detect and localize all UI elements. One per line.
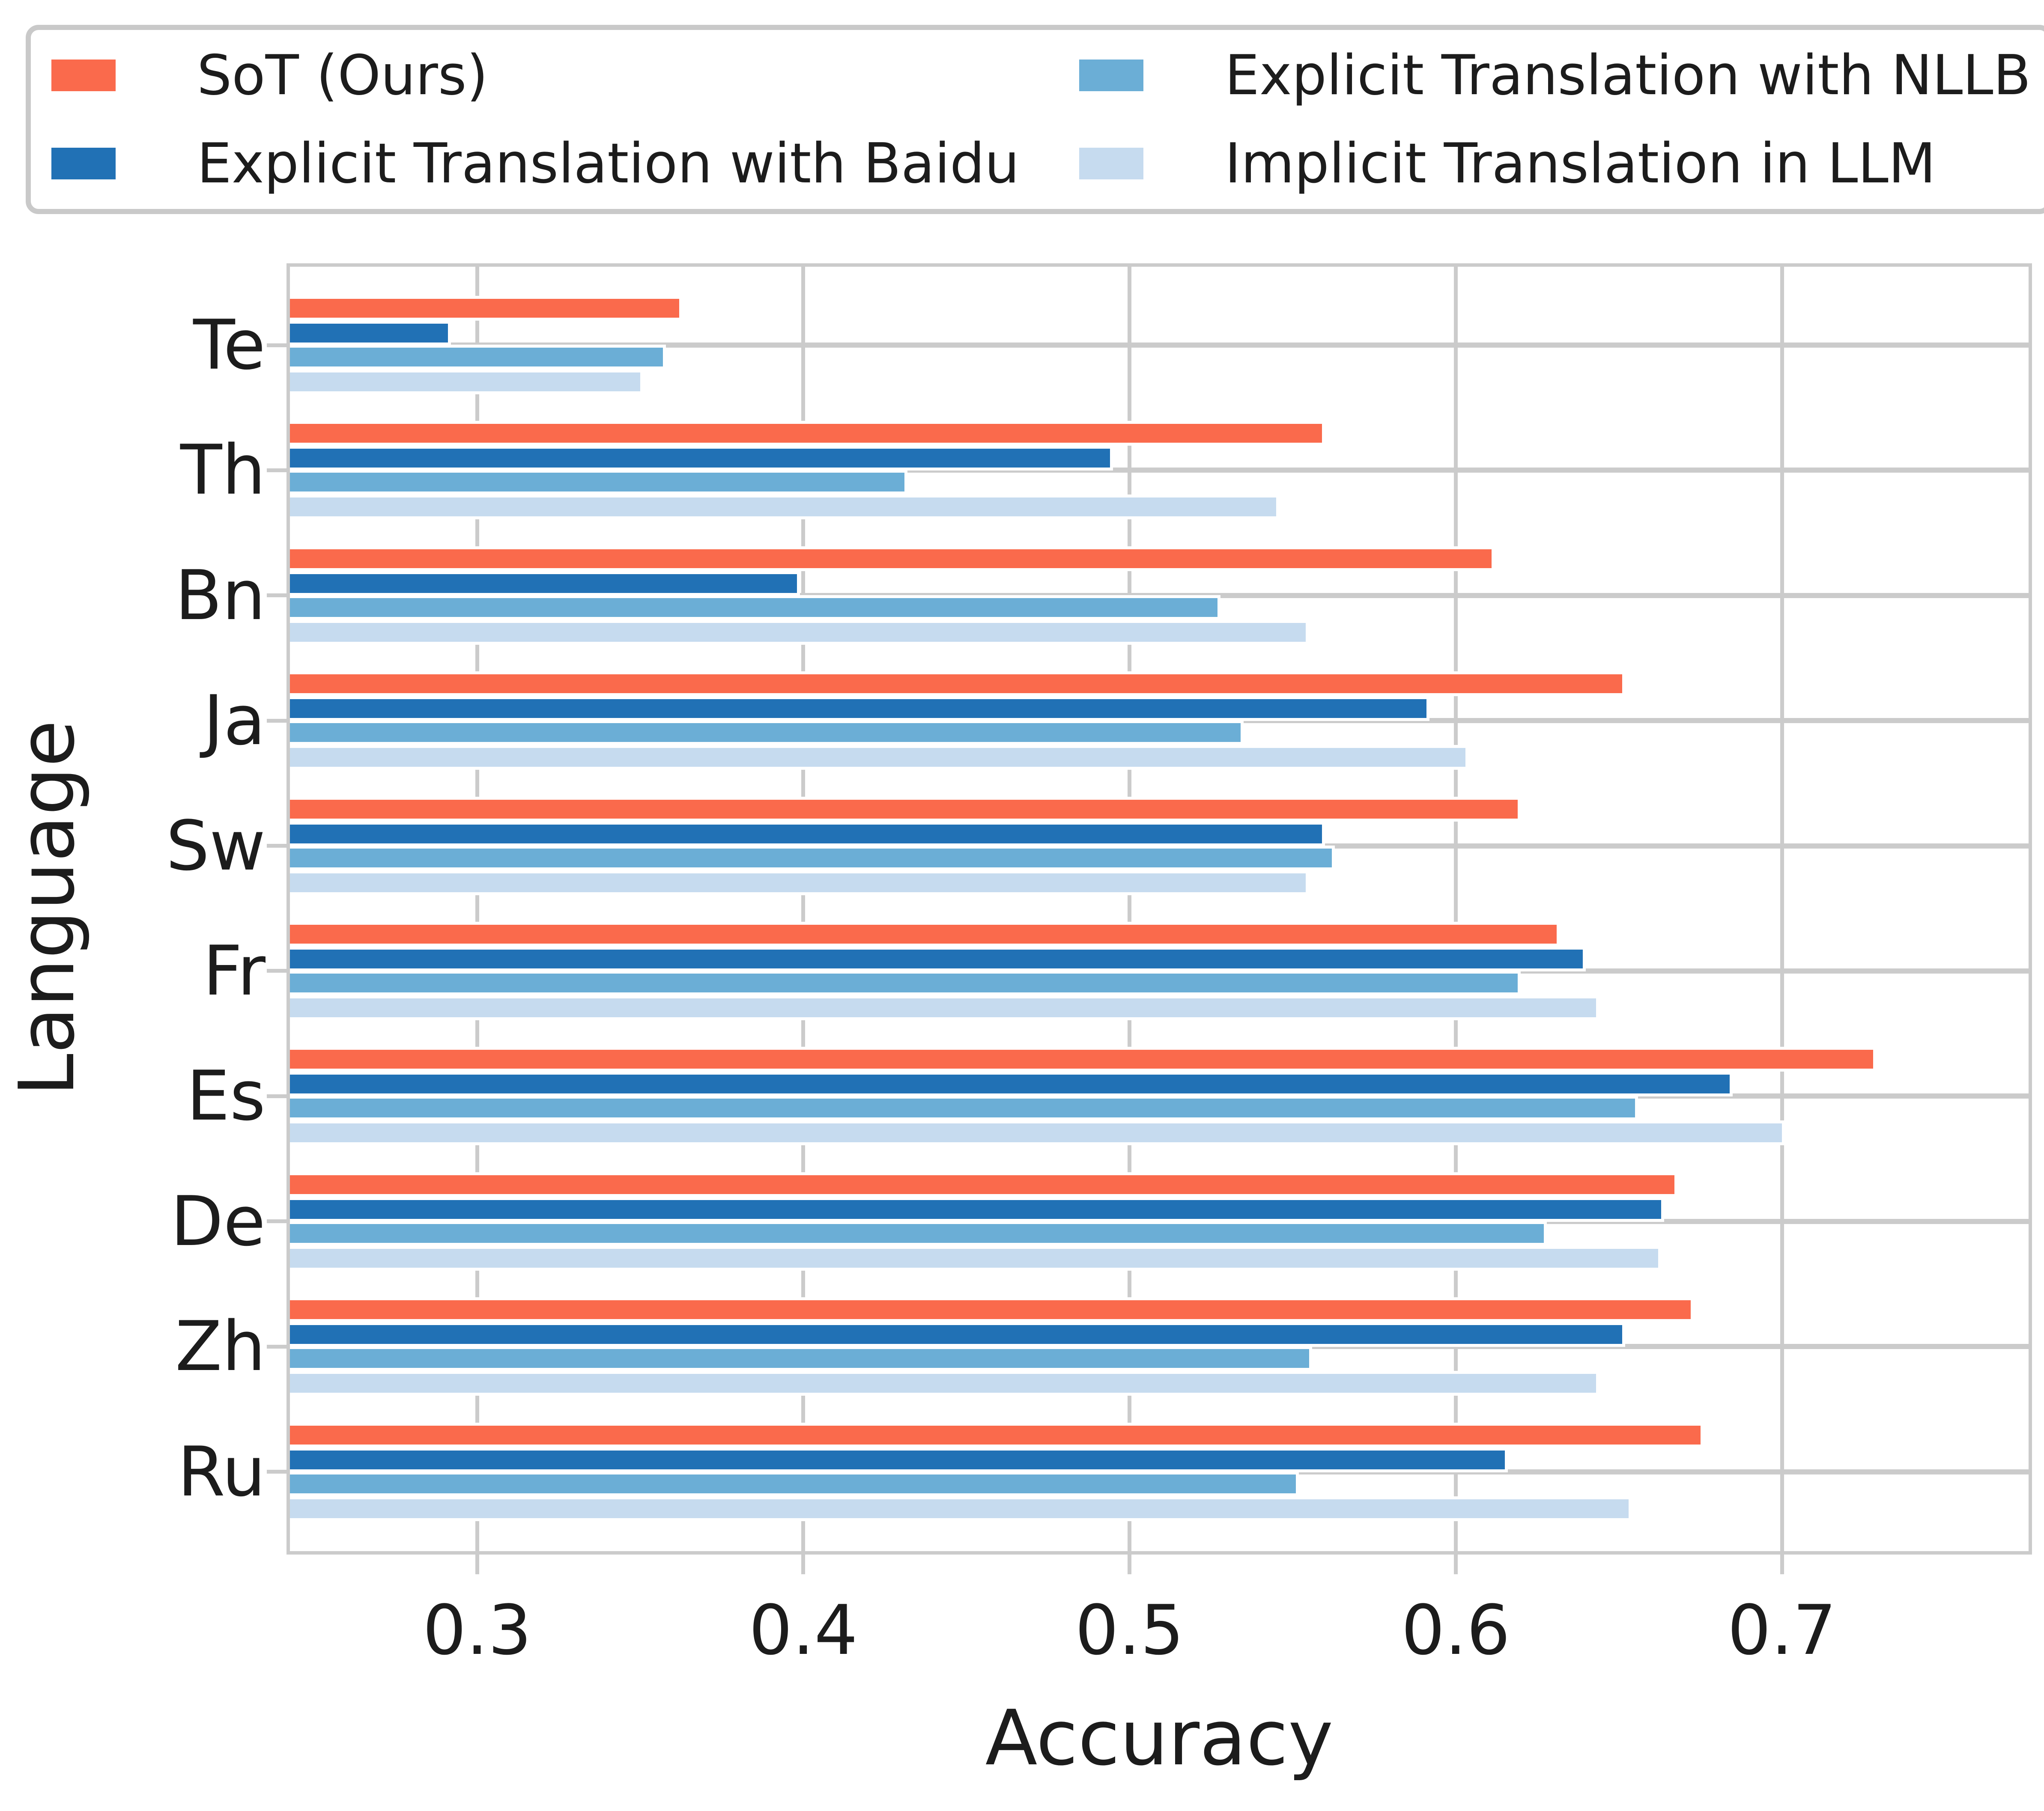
legend-column-left: SoT (Ours) Explicit Translation with Baid…	[51, 41, 1079, 198]
legend-item: Explicit Translation with NLLB	[1079, 41, 2044, 110]
bar-Ru-Explicit Translation with NLLB	[290, 1471, 1299, 1496]
x-tick-label-0.6: 0.6	[1401, 1590, 1510, 1670]
y-tick-label-Sw: Sw	[166, 805, 266, 886]
y-tick-Fr	[267, 969, 286, 973]
bar-Bn-Explicit Translation with NLLB	[290, 595, 1221, 620]
legend-item: Implicit Translation in LLM	[1079, 129, 2044, 198]
bar-Es-Explicit Translation with Baidu	[290, 1072, 1733, 1097]
bar-De-Explicit Translation with NLLB	[290, 1221, 1547, 1246]
y-tick-label-Bn: Bn	[175, 555, 266, 635]
legend-swatch	[51, 60, 116, 91]
bar-Es-Explicit Translation with NLLB	[290, 1096, 1638, 1121]
y-tick-De	[267, 1219, 286, 1224]
x-tick-label-0.5: 0.5	[1075, 1590, 1184, 1670]
y-tick-label-Fr: Fr	[203, 930, 266, 1011]
bar-Bn-SoT (Ours)	[290, 546, 1495, 571]
bar-Fr-Explicit Translation with Baidu	[290, 946, 1586, 971]
gridline-x-0.3	[475, 267, 479, 1551]
bar-Ru-Explicit Translation with Baidu	[290, 1447, 1508, 1472]
bar-Sw-Explicit Translation with NLLB	[290, 845, 1335, 870]
bar-Bn-Implicit Translation in LLM	[290, 620, 1309, 645]
bar-Ja-Explicit Translation with Baidu	[290, 696, 1429, 721]
legend-label: Explicit Translation with NLLB	[1225, 43, 2031, 107]
bar-Ru-Implicit Translation in LLM	[290, 1496, 1632, 1521]
bar-Fr-Implicit Translation in LLM	[290, 995, 1599, 1020]
y-tick-label-Zh: Zh	[175, 1306, 266, 1387]
bar-Th-Explicit Translation with Baidu	[290, 446, 1113, 471]
y-tick-Sw	[267, 844, 286, 848]
legend-swatch	[1079, 148, 1143, 179]
y-tick-Ja	[267, 718, 286, 723]
x-tick-0.4	[801, 1555, 806, 1574]
legend-swatch	[51, 148, 116, 179]
plot-inner	[290, 267, 2029, 1551]
bar-Sw-SoT (Ours)	[290, 796, 1521, 822]
bar-Ru-SoT (Ours)	[290, 1422, 1704, 1448]
x-tick-0.7	[1780, 1555, 1784, 1574]
bar-Zh-SoT (Ours)	[290, 1297, 1694, 1323]
plot-area	[286, 263, 2032, 1555]
bar-De-Implicit Translation in LLM	[290, 1245, 1661, 1271]
bar-Fr-Explicit Translation with NLLB	[290, 970, 1521, 995]
y-tick-label-Ja: Ja	[203, 680, 266, 761]
y-tick-Ru	[267, 1470, 286, 1474]
bar-Es-SoT (Ours)	[290, 1047, 1877, 1072]
bar-Th-SoT (Ours)	[290, 421, 1325, 446]
legend-label: Explicit Translation with Baidu	[197, 131, 1020, 196]
legend: SoT (Ours) Explicit Translation with Baid…	[26, 25, 2044, 214]
bar-Zh-Implicit Translation in LLM	[290, 1371, 1599, 1396]
gridline-x-0.4	[801, 267, 806, 1551]
bar-Te-Explicit Translation with NLLB	[290, 345, 666, 369]
x-tick-0.5	[1128, 1555, 1132, 1574]
legend-swatch	[1079, 60, 1143, 91]
legend-item: SoT (Ours)	[51, 41, 1079, 110]
bar-Te-SoT (Ours)	[290, 296, 683, 321]
y-tick-label-Es: Es	[186, 1056, 266, 1136]
legend-label: SoT (Ours)	[197, 43, 488, 107]
gridline-x-0.7	[1780, 267, 1784, 1551]
y-tick-Te	[267, 343, 286, 347]
legend-label: Implicit Translation in LLM	[1225, 131, 1936, 196]
y-tick-label-De: De	[170, 1181, 266, 1261]
y-tick-label-Te: Te	[193, 305, 266, 385]
x-tick-label-0.7: 0.7	[1727, 1590, 1837, 1670]
bar-Zh-Explicit Translation with Baidu	[290, 1322, 1625, 1347]
bar-Bn-Explicit Translation with Baidu	[290, 571, 800, 596]
y-tick-Zh	[267, 1344, 286, 1349]
bar-Fr-SoT (Ours)	[290, 921, 1560, 947]
bar-Te-Explicit Translation with Baidu	[290, 321, 451, 346]
legend-item: Explicit Translation with Baidu	[51, 129, 1079, 198]
bar-De-Explicit Translation with Baidu	[290, 1197, 1665, 1222]
gridline-x-0.6	[1453, 267, 1458, 1551]
x-axis-title: Accuracy	[985, 1694, 1334, 1782]
bar-Sw-Implicit Translation in LLM	[290, 870, 1309, 895]
y-tick-label-Ru: Ru	[177, 1431, 266, 1512]
x-tick-label-0.4: 0.4	[749, 1590, 858, 1670]
x-tick-0.3	[475, 1555, 479, 1574]
bar-Te-Implicit Translation in LLM	[290, 369, 644, 394]
bar-Sw-Explicit Translation with Baidu	[290, 821, 1325, 846]
y-tick-label-Th: Th	[180, 430, 266, 510]
legend-column-right: Explicit Translation with NLLB Implicit T…	[1079, 41, 2044, 198]
bar-Ja-Implicit Translation in LLM	[290, 745, 1469, 770]
category-gridline-Te	[290, 343, 2029, 348]
bar-Es-Implicit Translation in LLM	[290, 1120, 1785, 1146]
gridline-x-0.5	[1128, 267, 1132, 1551]
x-tick-label-0.3: 0.3	[422, 1590, 532, 1670]
bar-De-SoT (Ours)	[290, 1172, 1677, 1197]
y-tick-Th	[267, 468, 286, 472]
x-tick-0.6	[1453, 1555, 1458, 1574]
bar-Zh-Explicit Translation with NLLB	[290, 1346, 1312, 1371]
y-tick-Bn	[267, 593, 286, 598]
bar-Th-Explicit Translation with NLLB	[290, 470, 908, 495]
bar-Th-Implicit Translation in LLM	[290, 494, 1280, 520]
bar-Ja-Explicit Translation with NLLB	[290, 720, 1244, 745]
y-tick-Es	[267, 1094, 286, 1098]
y-axis-title: Language	[3, 720, 91, 1096]
bar-Ja-SoT (Ours)	[290, 671, 1625, 697]
